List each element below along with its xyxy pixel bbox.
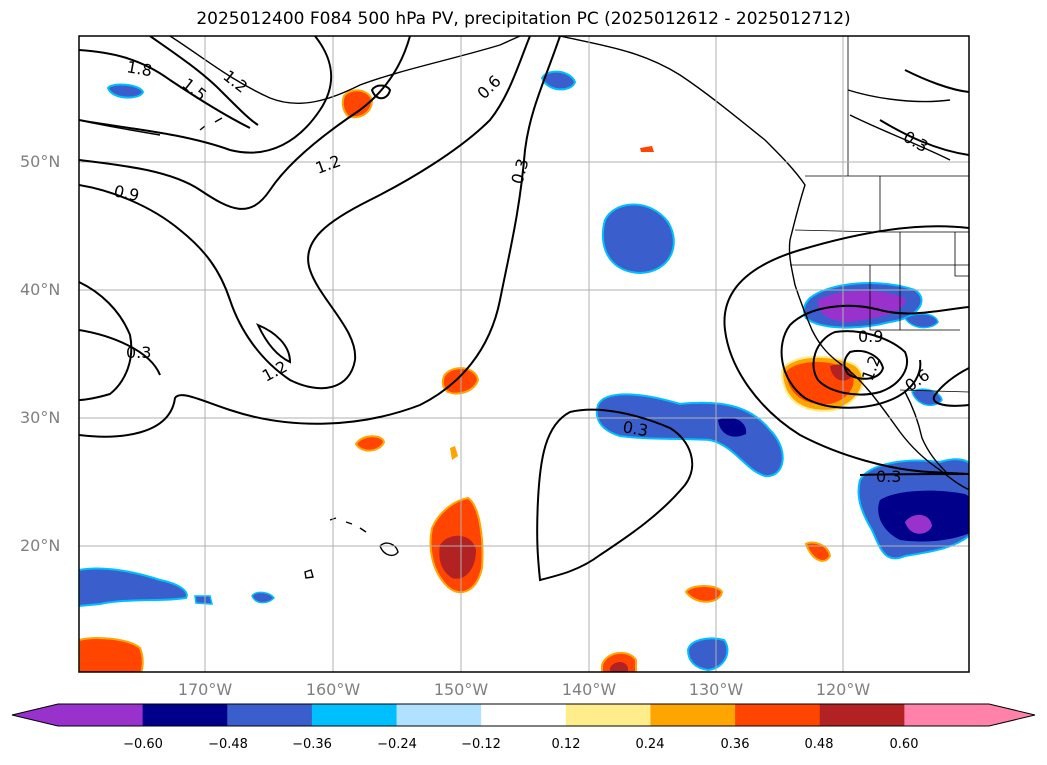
colorbar-high-extend [989,704,1035,726]
map-title: 2025012400 F084 500 hPa PV, precipitatio… [196,9,851,29]
lon-label: 150°W [433,680,489,699]
colorbar-tick-label: 0.48 [804,737,834,752]
lat-label: 50°N [20,152,61,171]
colorbar-tick-label: −0.12 [461,737,501,752]
colorbar-cell [650,704,736,726]
colorbar-tick-label: 0.36 [720,737,750,752]
contour-label: 0.3 [621,417,649,440]
colorbar-cell [819,704,905,726]
contour-label: 0.3 [508,157,533,187]
contour-label: 1.5 [179,74,211,105]
colorbar-tick-label: −0.24 [377,737,417,752]
contour-label: 1.2 [313,151,343,178]
colorbar-tick-label: 0.12 [551,737,581,752]
graticule [79,36,969,672]
colorbar-cell [58,704,144,726]
contour-label: 0.3 [900,127,932,156]
colorbar-cell [396,704,482,726]
contour-label: 1.2 [220,66,252,97]
colorbar [11,703,1036,727]
lon-label: 130°W [688,680,744,699]
colorbar-cell [227,704,313,726]
colorbar-tick-label: 0.60 [889,737,919,752]
lat-label: 20°N [20,536,61,555]
lon-label: 160°W [305,680,361,699]
colorbar-tick-label: −0.48 [208,737,248,752]
colorbar-tick-label: −0.36 [292,737,332,752]
colorbar-tick-label: 0.24 [635,737,665,752]
contour-label: 1.2 [858,353,885,383]
contour-label: 1.8 [125,57,153,80]
colorbar-cell [735,704,821,726]
colorbar-cell [311,704,398,726]
colorbar-cell [904,704,990,726]
lat-label: 30°N [20,408,61,427]
contour-label: 0.3 [876,467,901,486]
pv-contours [79,36,969,582]
lon-label: 140°W [561,680,617,699]
contour-label: 0.9 [858,327,883,346]
contour-label: 0.6 [473,71,504,102]
map-frame [78,35,970,673]
colorbar-cell [565,704,651,726]
lat-label: 40°N [20,280,61,299]
contour-labels: 1.8 1.5 1.2 1.2 0.9 0.3 1.2 0.6 0.3 0.3 … [112,57,933,486]
contour-label: 0.9 [112,181,141,205]
contour-label: 0.3 [126,343,151,362]
map-area: 1.8 1.5 1.2 1.2 0.9 0.3 1.2 0.6 0.3 0.3 … [79,36,969,672]
colorbar-tick-label: −0.60 [123,737,163,752]
colorbar-low-extend [12,704,58,726]
colorbar-cell [142,704,228,726]
lon-label: 120°W [815,680,871,699]
lon-label: 170°W [177,680,233,699]
contour-label: 1.2 [259,357,290,386]
colorbar-cell [481,704,567,726]
